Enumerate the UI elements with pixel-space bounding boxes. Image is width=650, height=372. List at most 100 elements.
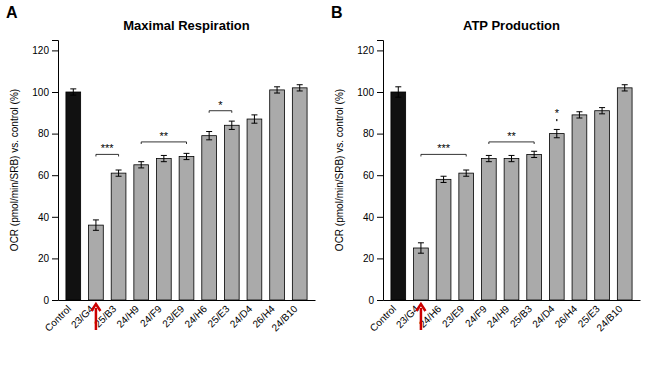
error-bar-cap	[622, 84, 628, 85]
x-tick-label: 24/D4	[228, 303, 255, 330]
bar	[270, 90, 285, 300]
x-tick: 24/D4	[228, 300, 255, 330]
error-bar-cap	[251, 123, 257, 124]
error-bar-cap	[441, 176, 447, 177]
y-tick: 100	[32, 87, 58, 98]
y-tick-label: 20	[363, 253, 375, 264]
error-bar-cap	[531, 157, 537, 158]
error-bar-cap	[418, 242, 424, 243]
bar	[436, 179, 451, 300]
x-tick-label: 24/F9	[463, 303, 489, 329]
x-tick-label: 24/H9	[114, 303, 141, 330]
x-tick-label: 23/E9	[160, 303, 187, 330]
error-bar-cap	[509, 155, 515, 156]
arrow-annotation	[91, 304, 100, 330]
error-bar-line	[209, 132, 210, 140]
y-tick-label: 100	[357, 87, 374, 98]
x-tick-label: 24/D4	[530, 303, 557, 330]
error-bar-cap	[206, 139, 212, 140]
y-tick: 20	[363, 253, 383, 264]
error-bar-cap	[554, 129, 560, 130]
error-bar-line	[602, 108, 603, 114]
significance-label: ***	[437, 142, 451, 154]
significance-label: ***	[101, 142, 115, 154]
error-bar-line	[186, 153, 187, 159]
y-tick-mark	[377, 92, 383, 93]
x-tick-label: 26/H4	[553, 303, 580, 330]
significance-bracket	[96, 154, 119, 156]
bar	[459, 173, 474, 300]
bar	[89, 225, 104, 300]
y-tick-label: 120	[357, 45, 374, 56]
y-tick-mark	[52, 300, 58, 301]
x-tick: 26/H4	[553, 300, 580, 330]
y-tick: 60	[363, 170, 383, 181]
x-tick: 24/H9	[485, 300, 512, 330]
error-bar-cap	[418, 253, 424, 254]
panel: 020406080100120Control23/G424/H623/E924/…	[331, 4, 641, 334]
error-bar-cap	[116, 170, 122, 171]
x-tick-label: 23/G4	[69, 303, 96, 330]
bar	[549, 134, 564, 300]
error-bar-line	[488, 155, 489, 161]
error-bar-line	[73, 89, 74, 95]
significance-bracket	[209, 111, 232, 113]
error-bar-line	[141, 162, 142, 168]
error-bar-cap	[622, 90, 628, 91]
x-tick: 24/D4	[530, 300, 557, 330]
arrow-head	[91, 304, 100, 311]
error-bar	[622, 85, 628, 91]
y-tick-mark	[52, 258, 58, 259]
bar	[481, 159, 496, 300]
bar	[595, 111, 610, 300]
y-tick-label: 60	[38, 170, 50, 181]
plot-area	[66, 85, 307, 300]
error-bar-cap	[161, 155, 167, 156]
error-bar-cap	[274, 93, 280, 94]
error-bar-cap	[70, 88, 76, 89]
error-bar-line	[163, 155, 164, 161]
error-bar	[297, 85, 303, 91]
y-tick-label: 120	[32, 45, 49, 56]
error-bar-line	[95, 220, 96, 230]
significance-label: *	[555, 107, 560, 119]
y-tick-mark	[52, 217, 58, 218]
title: Maximal Respiration	[123, 18, 249, 33]
error-bar-line	[534, 151, 535, 157]
y-tick-label: 0	[43, 295, 49, 306]
error-bar-cap	[184, 153, 190, 154]
x-axis: Control23/G425/B324/H924/F923/E924/H625/…	[43, 300, 316, 334]
y-axis: 020406080100120	[357, 41, 383, 306]
error-bar-line	[511, 155, 512, 161]
x-tick-label: 25/B3	[92, 303, 119, 330]
x-tick: 23/G4	[69, 300, 96, 330]
title: ATP Production	[463, 18, 560, 33]
error-bar	[251, 115, 257, 123]
significance-bracket	[421, 154, 466, 156]
y-tick: 120	[32, 45, 58, 56]
error-bar-cap	[486, 161, 492, 162]
x-axis-line	[384, 300, 641, 301]
error-bar-cap	[93, 219, 99, 220]
arrow-shaft	[95, 308, 98, 330]
panel: 020406080100120Control23/G425/B324/H924/…	[6, 4, 316, 334]
x-tick-label: 24/F9	[138, 303, 164, 329]
y-tick-label: 60	[363, 170, 375, 181]
arrow-shaft	[420, 308, 423, 330]
error-bar	[554, 129, 560, 137]
error-bar-cap	[116, 176, 122, 177]
x-tick: 24/H6	[182, 300, 209, 330]
x-tick: 23/G4	[394, 300, 421, 330]
error-bar	[70, 89, 76, 95]
error-bar-line	[277, 87, 278, 93]
bar	[134, 165, 149, 300]
error-bar	[93, 220, 99, 230]
x-tick-label: 24/B10	[594, 303, 624, 333]
error-bar-line	[254, 115, 255, 123]
error-bar-cap	[161, 161, 167, 162]
y-tick-label: 80	[38, 128, 50, 139]
bar	[617, 88, 632, 300]
arrow-annotation	[416, 304, 425, 330]
x-tick: 24/H9	[114, 300, 141, 330]
error-bar-cap	[576, 118, 582, 119]
